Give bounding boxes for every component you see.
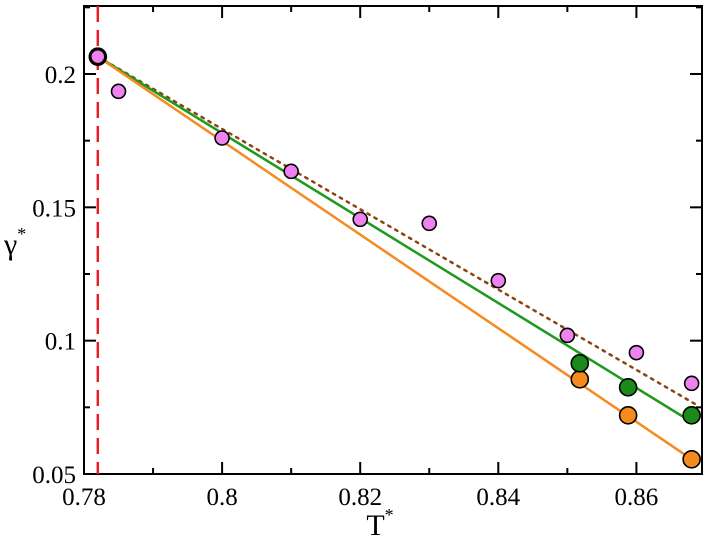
y-tick-label: 0.2 — [45, 62, 76, 89]
data-point — [682, 406, 701, 425]
y-tick-label: 0.1 — [45, 329, 76, 356]
data-point — [682, 450, 701, 469]
x-axis-label: T* — [366, 505, 393, 542]
data-point — [570, 370, 590, 389]
x-tick-label: 0.84 — [476, 484, 520, 511]
data-point — [570, 354, 590, 373]
x-tick-label: 0.78 — [62, 484, 106, 511]
y-axis-label-text: γ — [3, 228, 17, 261]
x-tick-label: 0.86 — [615, 484, 659, 511]
data-point — [490, 272, 507, 289]
fit-line — [97, 55, 693, 424]
axis-tick-labels: 0.78 0.8 0.82 0.84 0.86 0.05 0.1 0.15 0.2 — [32, 62, 658, 511]
y-axis-label-sup: * — [17, 224, 26, 244]
fit-lines — [96, 55, 700, 461]
data-point — [110, 83, 127, 100]
x-axis-label-text: T — [366, 509, 384, 542]
data-point — [352, 211, 369, 228]
plot-frame — [83, 5, 703, 475]
axis-ticks — [83, 6, 702, 475]
x-axis-label-sup: * — [385, 505, 394, 525]
data-point — [421, 215, 438, 232]
x-tick-label: 0.8 — [206, 484, 237, 511]
y-axis-label: γ* — [3, 224, 26, 261]
data-point — [618, 378, 638, 397]
data-point — [683, 375, 700, 392]
y-tick-label: 0.15 — [32, 195, 76, 222]
fit-line — [97, 55, 693, 461]
data-point — [90, 48, 106, 65]
data-point — [283, 163, 299, 180]
fit-line — [96, 55, 700, 408]
data-point — [628, 344, 645, 361]
data-point — [559, 327, 576, 344]
data-point — [214, 130, 230, 146]
x-tick-label: 0.82 — [338, 484, 382, 511]
data-point — [618, 406, 638, 425]
y-tick-label: 0.05 — [32, 462, 76, 489]
data-markers — [88, 47, 701, 469]
